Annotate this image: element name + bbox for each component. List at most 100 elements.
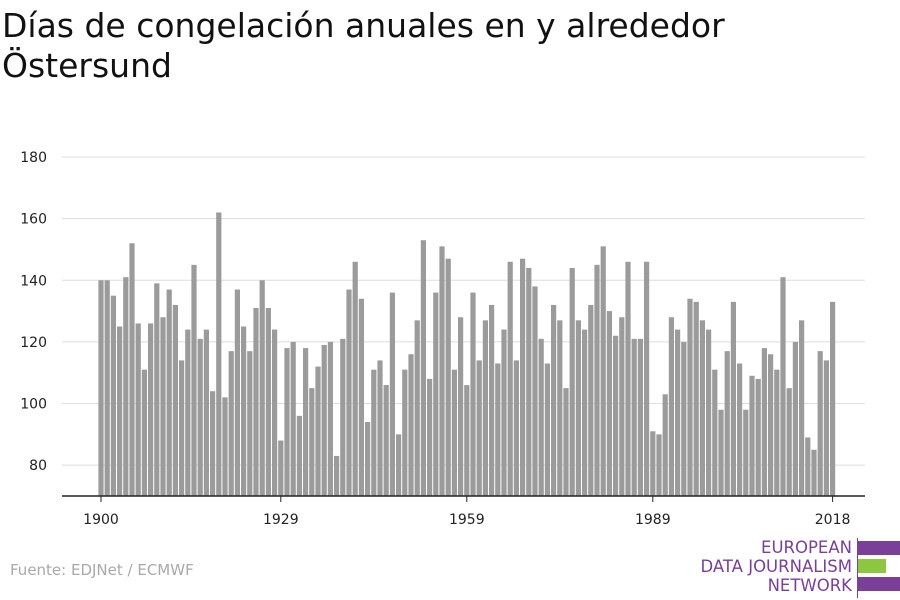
source-note: Fuente: EDJNet / ECMWF bbox=[10, 561, 194, 579]
x-tick-label: 2018 bbox=[815, 512, 851, 528]
bar-2018 bbox=[830, 301, 836, 496]
bar-1912 bbox=[172, 304, 178, 496]
bar-1952 bbox=[420, 240, 426, 496]
bar-1967 bbox=[513, 360, 519, 496]
bar-2006 bbox=[755, 378, 761, 496]
bar-1966 bbox=[507, 261, 513, 496]
logo-divider bbox=[857, 538, 858, 598]
bar-1997 bbox=[699, 320, 705, 496]
bar-1939 bbox=[340, 338, 346, 496]
bar-2002 bbox=[730, 301, 736, 496]
bar-2014 bbox=[805, 437, 811, 496]
bar-2012 bbox=[792, 341, 798, 496]
bar-1999 bbox=[712, 369, 718, 496]
y-tick-label: 160 bbox=[20, 212, 47, 228]
y-tick-label: 80 bbox=[29, 458, 47, 474]
bar-1991 bbox=[662, 394, 668, 496]
bar-2015 bbox=[811, 449, 817, 496]
bar-1996 bbox=[693, 301, 699, 496]
bar-1970 bbox=[532, 286, 538, 496]
bar-1940 bbox=[346, 289, 352, 496]
bar-1947 bbox=[389, 292, 395, 496]
bar-1985 bbox=[625, 261, 631, 496]
bar-1956 bbox=[445, 258, 451, 496]
bar-1945 bbox=[377, 360, 383, 496]
bar-chart: 80 100 120 140 160 180 1900 1929 1959 1989 2018 bbox=[20, 150, 865, 528]
bar-1935 bbox=[315, 366, 321, 496]
chart-title: Días de congelación anuales en y alreded… bbox=[2, 6, 725, 85]
bar-2013 bbox=[799, 320, 805, 496]
bar-2011 bbox=[786, 388, 792, 496]
y-tick-label: 140 bbox=[20, 273, 47, 289]
bar-1958 bbox=[458, 317, 464, 496]
bar-1955 bbox=[439, 246, 445, 496]
bar-1960 bbox=[470, 292, 476, 496]
bar-1906 bbox=[135, 323, 141, 496]
bar-2001 bbox=[724, 351, 730, 496]
y-tick-label: 100 bbox=[20, 397, 47, 413]
logo-bar-top bbox=[858, 541, 900, 555]
bar-1987 bbox=[637, 338, 643, 496]
bar-1949 bbox=[402, 369, 408, 496]
bar-1916 bbox=[197, 338, 203, 496]
bar-1934 bbox=[309, 388, 315, 496]
bar-1969 bbox=[526, 267, 532, 496]
bar-2007 bbox=[761, 348, 767, 496]
x-tick-label: 1929 bbox=[263, 512, 299, 528]
bar-2010 bbox=[780, 277, 786, 496]
bar-1964 bbox=[495, 363, 501, 496]
bar-1910 bbox=[160, 317, 166, 496]
bar-1903 bbox=[117, 326, 123, 496]
bar-1982 bbox=[606, 311, 612, 496]
bar-1920 bbox=[222, 397, 228, 496]
bar-1900 bbox=[98, 280, 104, 496]
bar-1994 bbox=[681, 341, 687, 496]
bar-1905 bbox=[129, 243, 135, 496]
bar-1953 bbox=[427, 378, 433, 496]
bar-1976 bbox=[569, 267, 575, 496]
bar-1938 bbox=[334, 455, 340, 496]
y-tick-label: 180 bbox=[20, 150, 47, 166]
bar-1980 bbox=[594, 264, 600, 496]
bar-1909 bbox=[154, 283, 160, 496]
bars bbox=[98, 212, 836, 496]
bar-1902 bbox=[110, 295, 116, 496]
bar-1926 bbox=[259, 280, 265, 496]
bar-1979 bbox=[588, 304, 594, 496]
logo-line-european: EUROPEAN bbox=[761, 538, 852, 557]
bar-1936 bbox=[321, 344, 327, 496]
bar-2016 bbox=[817, 351, 823, 496]
bar-1928 bbox=[272, 329, 278, 496]
bar-1907 bbox=[141, 369, 147, 496]
edjnet-logo: EUROPEAN DATA JOURNALISM NETWORK bbox=[700, 538, 900, 598]
bar-1924 bbox=[247, 351, 253, 496]
bar-1957 bbox=[451, 369, 457, 496]
bar-1978 bbox=[582, 329, 588, 496]
bar-1908 bbox=[148, 323, 154, 496]
y-axis-ticks: 80 100 120 140 160 180 bbox=[20, 150, 47, 474]
bar-2008 bbox=[768, 354, 774, 496]
y-tick-label: 120 bbox=[20, 335, 47, 351]
bar-1922 bbox=[234, 289, 240, 496]
bar-1959 bbox=[464, 385, 470, 496]
bar-2003 bbox=[737, 363, 743, 496]
bar-1930 bbox=[284, 348, 290, 496]
bar-1929 bbox=[278, 440, 284, 496]
bar-1998 bbox=[706, 329, 712, 496]
bar-1911 bbox=[166, 289, 172, 496]
bar-1915 bbox=[191, 264, 197, 496]
bar-1951 bbox=[414, 320, 420, 496]
bar-1948 bbox=[396, 434, 402, 496]
bar-1917 bbox=[203, 329, 209, 496]
x-tick-label: 1900 bbox=[83, 512, 119, 528]
bar-2004 bbox=[743, 409, 749, 496]
bar-2005 bbox=[749, 375, 755, 496]
bar-1937 bbox=[327, 341, 333, 496]
bar-1942 bbox=[358, 298, 364, 496]
bar-1921 bbox=[228, 351, 234, 496]
bar-1972 bbox=[544, 363, 550, 496]
x-axis-ticks: 1900 1929 1959 1989 2018 bbox=[83, 496, 850, 528]
bar-1923 bbox=[241, 326, 247, 496]
bar-1975 bbox=[563, 388, 569, 496]
bar-1931 bbox=[290, 341, 296, 496]
